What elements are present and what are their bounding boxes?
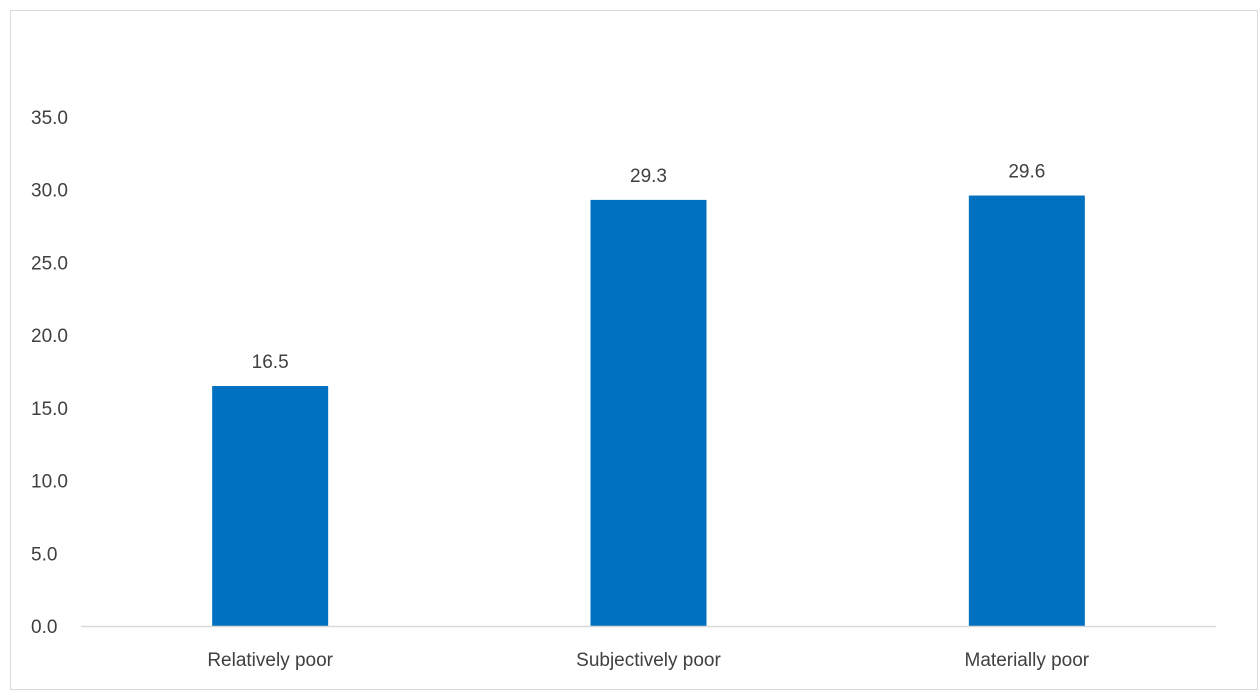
x-category-label: Materially poor: [965, 650, 1090, 671]
y-tick-label: 20.0: [31, 326, 68, 347]
x-category-label: Relatively poor: [207, 650, 333, 671]
y-tick-label: 15.0: [31, 399, 68, 420]
bars: [212, 195, 1085, 626]
y-tick-label: 5.0: [31, 544, 57, 565]
data-labels: 16.5 29.3 29.6: [252, 162, 1046, 374]
y-tick-label: 10.0: [31, 472, 68, 493]
bar: [590, 199, 707, 626]
y-tick-label: 25.0: [31, 253, 68, 274]
data-label: 16.5: [252, 352, 289, 373]
y-axis-tick-labels: 0.0 5.0 10.0 15.0 20.0 25.0 30.0 35.0: [31, 108, 68, 638]
x-axis-category-labels: Relatively poor Subjectively poor Material…: [207, 650, 1089, 671]
x-category-label: Subjectively poor: [576, 650, 721, 671]
chart-frame: 0.0 5.0 10.0 15.0 20.0 25.0 30.0 35.0 16.5 29.3 2…: [10, 10, 1258, 690]
bar: [212, 386, 329, 626]
data-label: 29.3: [630, 166, 667, 187]
bar: [968, 195, 1085, 626]
y-tick-label: 30.0: [31, 181, 68, 202]
y-tick-label: 0.0: [31, 617, 57, 638]
bar-chart: 0.0 5.0 10.0 15.0 20.0 25.0 30.0 35.0 16.5 29.3 2…: [31, 108, 1216, 671]
y-tick-label: 35.0: [31, 108, 68, 129]
data-label: 29.6: [1008, 162, 1045, 183]
